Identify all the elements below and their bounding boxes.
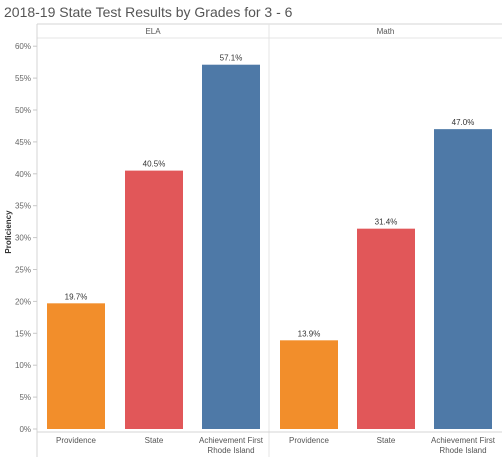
data-label: 40.5% — [143, 160, 166, 169]
category-label: Achievement First — [199, 436, 264, 445]
panel-header-ela: ELA — [145, 27, 161, 36]
category-label: Providence — [289, 436, 330, 445]
y-tick-label: 35% — [15, 202, 31, 211]
y-tick-label: 20% — [15, 297, 31, 306]
y-tick-label: 50% — [15, 106, 31, 115]
category-label: Achievement First — [431, 436, 496, 445]
category-label: Rhode Island — [207, 446, 254, 455]
data-label: 57.1% — [220, 54, 243, 63]
y-tick-label: 10% — [15, 361, 31, 370]
bar — [47, 303, 105, 429]
data-label: 13.9% — [298, 329, 321, 338]
bar — [280, 340, 338, 429]
y-tick-label: 5% — [19, 393, 31, 402]
y-tick-label: 40% — [15, 170, 31, 179]
category-label: State — [145, 436, 164, 445]
y-tick-label: 60% — [15, 42, 31, 51]
chart-title: 2018-19 State Test Results by Grades for… — [4, 4, 293, 20]
y-tick-label: 45% — [15, 138, 31, 147]
y-tick-label: 30% — [15, 234, 31, 243]
bar — [434, 129, 492, 429]
bar — [125, 170, 183, 430]
data-label: 19.7% — [65, 292, 88, 301]
bar — [202, 64, 260, 430]
bar — [357, 228, 415, 429]
y-tick-label: 15% — [15, 329, 31, 338]
category-label: Providence — [56, 436, 97, 445]
y-axis-label: Proficiency — [4, 210, 13, 254]
data-label: 31.4% — [375, 218, 398, 227]
y-tick-label: 25% — [15, 266, 31, 275]
data-label: 47.0% — [452, 118, 475, 127]
y-tick-label: 0% — [19, 425, 31, 434]
panel-header-math: Math — [377, 27, 395, 36]
y-tick-label: 55% — [15, 74, 31, 83]
category-label: State — [377, 436, 396, 445]
category-label: Rhode Island — [439, 446, 486, 455]
